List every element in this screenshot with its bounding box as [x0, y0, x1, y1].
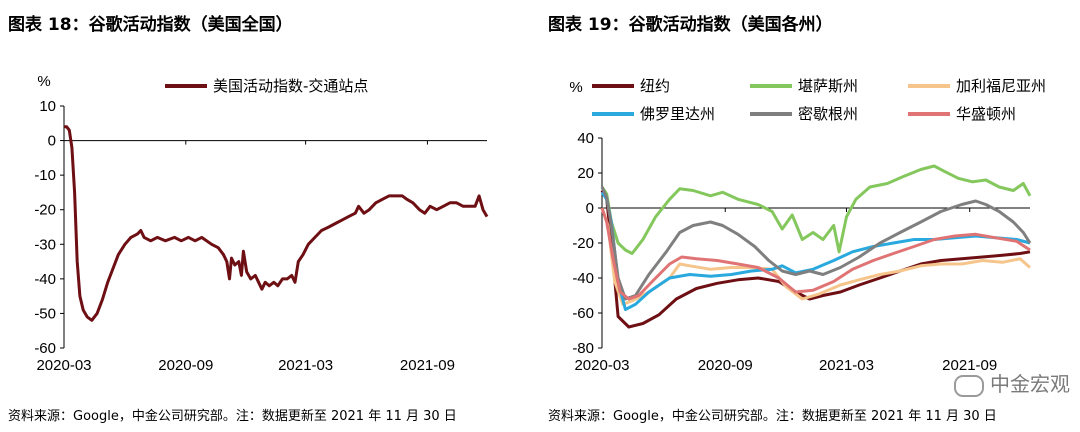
wechat-icon	[954, 374, 984, 397]
legend-label: 佛罗里达州	[640, 105, 715, 123]
series-line	[600, 189, 1031, 329]
y-tick-label: -40	[34, 271, 56, 288]
legend-label: 密歇根州	[798, 105, 858, 123]
y-tick-label: -20	[572, 235, 594, 252]
watermark-text: 中金宏观	[990, 372, 1070, 396]
y-tick-label: -20	[34, 202, 56, 219]
y-tick-label: -40	[572, 270, 594, 287]
y-tick-label: 0	[48, 133, 56, 150]
x-tick-label: 2021-03	[278, 357, 333, 374]
y-tick-label: -80	[572, 340, 594, 357]
legend-label: 美国活动指数-交通站点	[213, 77, 368, 95]
source-note: 资料来源：Google，中金公司研究部。注：数据更新至 2021 年 11 月 …	[8, 409, 457, 424]
y-axis-unit: %	[37, 73, 50, 90]
watermark: 中金宏观	[954, 368, 1070, 397]
line-chart-states: 40 20 0 -20 -40 -60 -80% 2020-03 2020-09 2021-03 2…	[569, 77, 1046, 374]
x-tick-label: 2020-03	[36, 357, 91, 374]
source-note: 资料来源：Google，中金公司研究部。注：数据更新至 2021 年 11 月 …	[548, 409, 997, 424]
legend-label: 华盛顿州	[956, 105, 1016, 123]
y-tick-label: 0	[586, 200, 594, 217]
y-tick-label: -60	[572, 305, 594, 322]
y-tick-label: 20	[577, 165, 594, 182]
x-tick-label: 2021-03	[819, 357, 874, 374]
chart-title: 图表 19：谷歌活动指数（美国各州）	[548, 15, 833, 35]
line-chart-national: 10 0 -10 -20 -30 -40 -50 -60% 2020-03 2020-09 2021…	[34, 73, 489, 374]
x-tick-label: 2021-09	[400, 357, 455, 374]
x-tick-label: 2020-09	[698, 357, 753, 374]
y-tick-label: -60	[34, 340, 56, 357]
x-tick-label: 2021-09	[942, 357, 997, 374]
y-tick-label: 10	[39, 98, 56, 115]
x-tick-label: 2020-03	[574, 357, 629, 374]
chart-panel-states: 图表 19：谷歌活动指数（美国各州） 40 20 0 -20 -40 -60 -80% 202…	[540, 0, 1080, 432]
legend-label: 纽约	[640, 77, 670, 95]
y-tick-label: 40	[577, 130, 594, 147]
series-line	[600, 207, 1031, 306]
x-tick-label: 2020-09	[158, 357, 213, 374]
legend-label: 堪萨斯州	[798, 77, 858, 95]
series-line	[600, 164, 1032, 255]
chart-title: 图表 18：谷歌活动指数（美国全国）	[8, 15, 293, 35]
legend-label: 加利福尼亚州	[956, 77, 1046, 95]
series-line	[64, 125, 489, 322]
y-tick-label: -10	[34, 167, 56, 184]
series-line	[600, 207, 1031, 301]
y-tick-label: -50	[34, 305, 56, 322]
y-axis-unit: %	[569, 79, 582, 96]
series-line	[600, 186, 1032, 301]
chart-panel-national: 图表 18：谷歌活动指数（美国全国） 10 0 -10 -20 -30 -40 -50 -60…	[8, 15, 489, 424]
y-tick-label: -30	[34, 236, 56, 253]
